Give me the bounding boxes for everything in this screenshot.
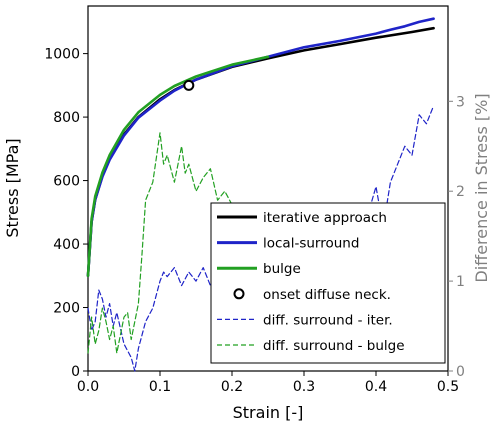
y2-tick-label: 1 <box>456 274 465 290</box>
marker-group <box>183 79 195 91</box>
y-tick-label: 200 <box>53 301 80 317</box>
y2-axis-label: Difference in Stress [%] <box>472 93 491 282</box>
y-tick-label: 800 <box>53 110 80 126</box>
legend-label: iterative approach <box>263 210 387 226</box>
y2-tick-label: 0 <box>456 364 465 380</box>
series-line-5 <box>87 132 233 354</box>
x-tick-label: 0.3 <box>293 379 315 395</box>
legend-box <box>210 202 446 364</box>
legend-marker <box>233 288 245 300</box>
x-tick-label: 0.5 <box>437 379 459 395</box>
y-tick-label: 600 <box>53 174 80 190</box>
legend: iterative approach local-surround bulge ons… <box>210 202 446 364</box>
legend-label: diff. surround - iter. <box>263 312 393 328</box>
y-tick-label: 0 <box>71 364 80 380</box>
legend-label: local-surround <box>263 236 359 252</box>
onset-marker <box>183 79 195 91</box>
x-axis-label: Strain [-] <box>233 403 304 422</box>
x-tick-label: 0.2 <box>221 379 243 395</box>
y-axis-label: Stress [MPa] <box>3 138 22 237</box>
y2-tick-label: 3 <box>456 94 465 110</box>
x-tick-label: 0.1 <box>149 379 171 395</box>
y2-tick-label: 2 <box>456 184 465 200</box>
x-tick-label: 0.0 <box>77 379 99 395</box>
legend-label: onset diffuse neck. <box>263 287 391 303</box>
y-tick-label: 400 <box>53 237 80 253</box>
y-tick-label: 1000 <box>44 47 80 63</box>
x-tick-label: 0.4 <box>365 379 387 395</box>
series-line-2 <box>86 55 270 278</box>
legend-label: bulge <box>263 261 301 277</box>
plot-frame <box>87 5 449 372</box>
legend-label: diff. surround - bulge <box>263 338 405 354</box>
